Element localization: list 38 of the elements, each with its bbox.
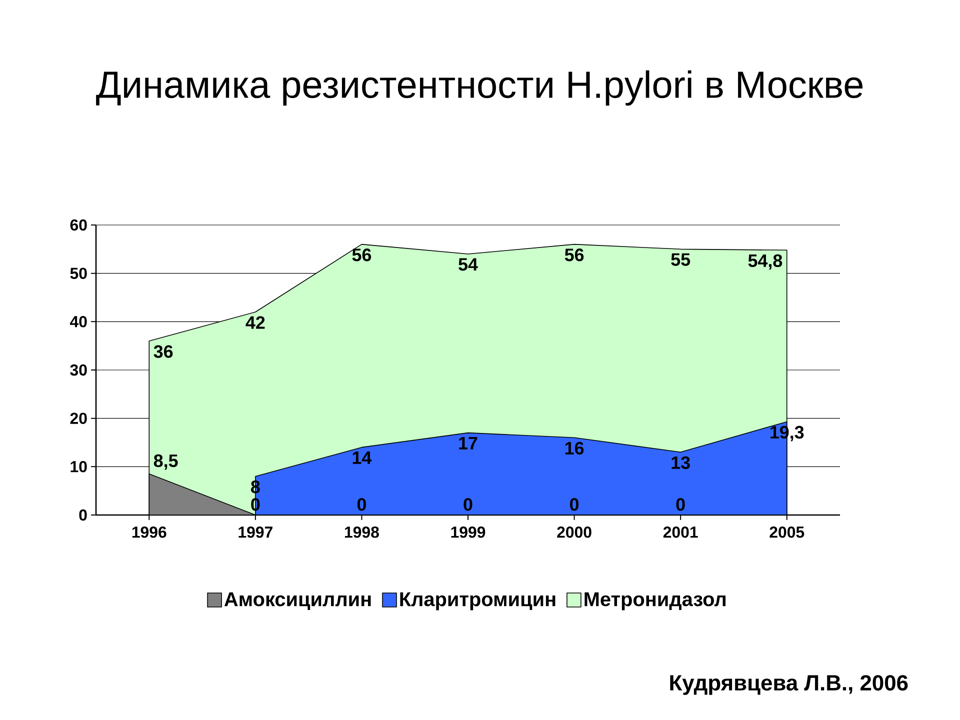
data-label: 19,3 <box>770 426 804 442</box>
x-tick-label: 1998 <box>344 526 379 538</box>
x-tick-label: 1996 <box>132 526 166 538</box>
x-tick-label: 2000 <box>557 526 592 538</box>
data-label: 8,5 <box>154 454 178 470</box>
data-label: 0 <box>251 498 260 511</box>
x-tick-label: 2005 <box>770 526 804 538</box>
y-tick-label: 10 <box>70 461 87 472</box>
data-label: 13 <box>672 456 690 470</box>
data-label: 16 <box>565 442 584 455</box>
y-tick-label: 0 <box>79 509 87 521</box>
legend-label: Метронидазол <box>584 592 726 610</box>
chart-title: Динамика резистентности H.pylori в Москве <box>96 70 863 106</box>
x-tick-label: 2001 <box>663 526 698 538</box>
data-label: 56 <box>352 248 372 262</box>
data-label: 36 <box>154 345 173 358</box>
y-tick-label: 60 <box>70 219 87 231</box>
text: Кудрявцева Л.В., 2006 <box>670 675 908 695</box>
data-label: 55 <box>671 253 690 266</box>
data-label: 0 <box>357 498 366 511</box>
y-tick-label: 50 <box>70 268 87 279</box>
data-label: 54 <box>458 258 478 271</box>
data-label: 8 <box>251 480 260 494</box>
y-tick-label: 30 <box>70 364 87 376</box>
x-tick-label: 1997 <box>238 526 272 538</box>
legend-label: Кларитромицин <box>400 592 556 610</box>
y-tick-label: 40 <box>70 316 87 328</box>
data-label: 14 <box>352 452 372 464</box>
data-label: 56 <box>564 248 584 262</box>
y-tick-label: 20 <box>70 412 87 424</box>
data-label: 17 <box>459 437 478 450</box>
x-tick-label: 1999 <box>451 526 486 538</box>
data-label: 0 <box>676 498 685 511</box>
legend-label: Амоксициллин <box>224 592 371 610</box>
data-label: 54,8 <box>748 254 782 270</box>
data-label: 0 <box>570 498 579 511</box>
data-label: 42 <box>246 316 265 329</box>
data-label: 0 <box>464 498 472 511</box>
